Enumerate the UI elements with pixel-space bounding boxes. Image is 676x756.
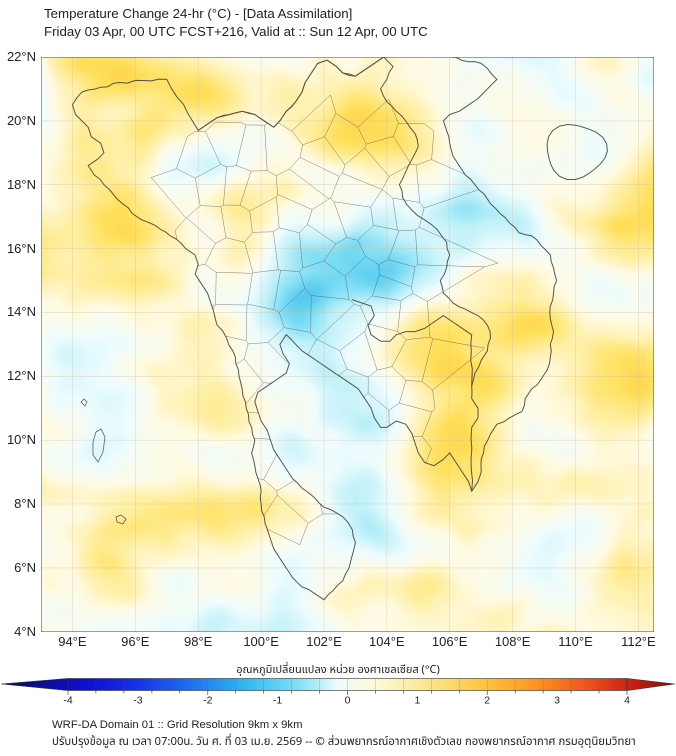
svg-text:-1: -1 [273, 695, 282, 707]
svg-text:0: 0 [345, 695, 351, 707]
svg-text:-3: -3 [133, 695, 142, 707]
svg-text:-2: -2 [203, 695, 212, 707]
svg-text:-4: -4 [63, 695, 72, 707]
svg-text:3: 3 [554, 695, 560, 707]
svg-text:2: 2 [484, 695, 490, 707]
svg-text:4: 4 [624, 695, 630, 707]
svg-text:1: 1 [414, 695, 420, 707]
